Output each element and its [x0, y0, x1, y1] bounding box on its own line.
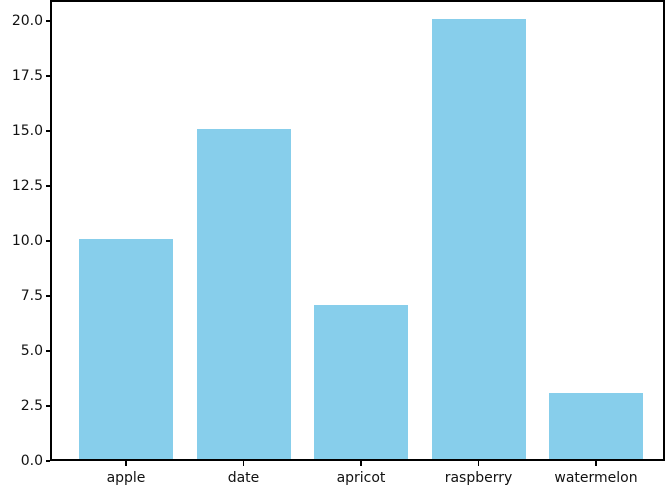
y-tick-mark	[45, 350, 50, 352]
plot-area	[50, 0, 665, 461]
y-tick-mark	[45, 295, 50, 297]
y-tick-mark	[45, 185, 50, 187]
y-tick-mark	[45, 460, 50, 462]
y-tick-label: 2.5	[20, 398, 43, 414]
y-tick-label: 7.5	[20, 288, 43, 304]
x-tick-mark	[242, 461, 245, 466]
x-tick-label-watermelon: watermelon	[554, 470, 638, 486]
y-tick-label: 15.0	[11, 123, 43, 139]
y-tick-mark	[45, 240, 50, 242]
y-tick-mark	[45, 405, 50, 407]
bar-date	[196, 129, 291, 459]
bar-raspberry	[431, 19, 526, 459]
y-tick-mark	[45, 130, 50, 132]
y-tick-label: 20.0	[11, 13, 43, 29]
x-tick-mark	[595, 461, 597, 466]
y-tick-mark	[45, 75, 50, 77]
bar-watermelon	[549, 393, 643, 459]
x-tick-label-raspberry: raspberry	[444, 470, 513, 486]
x-tick-mark	[477, 461, 480, 466]
x-tick-mark	[125, 461, 127, 466]
x-tick-label-apricot: apricot	[336, 470, 386, 486]
y-tick-label: 10.0	[11, 233, 43, 249]
bar-apricot	[314, 305, 408, 459]
y-tick-label: 0.0	[20, 453, 43, 469]
y-tick-label: 12.5	[11, 178, 43, 194]
y-tick-label: 17.5	[11, 68, 43, 84]
x-tick-label-date: date	[227, 470, 260, 486]
y-tick-label: 5.0	[20, 343, 43, 359]
bar-apple	[79, 239, 173, 459]
y-tick-mark	[45, 20, 50, 22]
x-tick-mark	[360, 461, 362, 466]
x-tick-label-apple: apple	[106, 470, 146, 486]
